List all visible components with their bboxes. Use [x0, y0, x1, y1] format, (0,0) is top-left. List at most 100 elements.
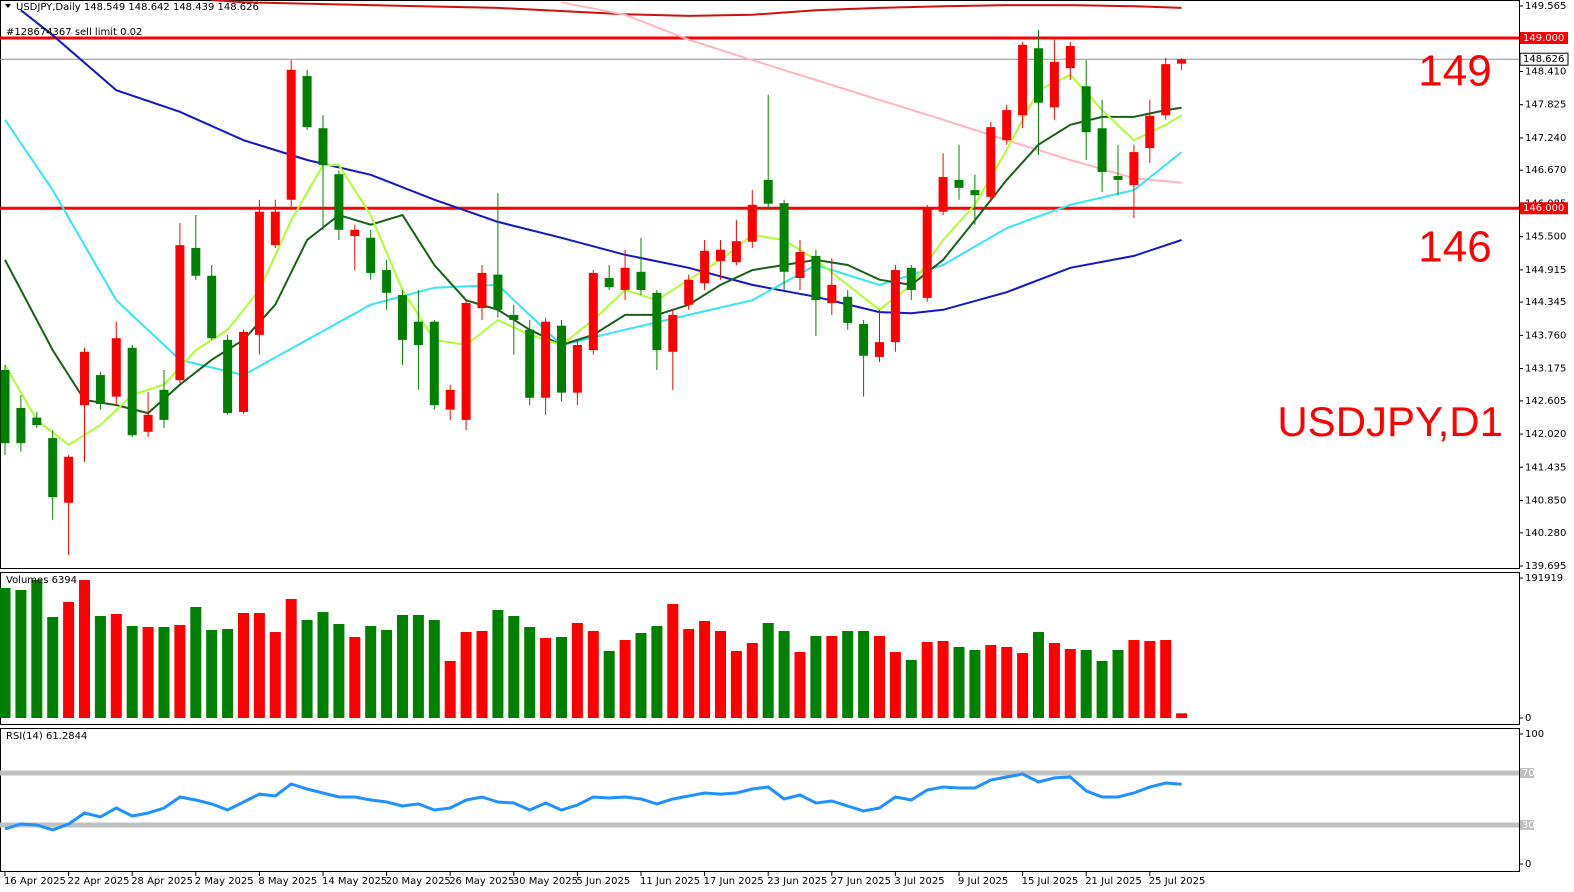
candle-body [1018, 44, 1028, 116]
x-tick-label: 8 May 2025 [258, 876, 317, 887]
candle-body [795, 251, 805, 279]
candle-body [254, 211, 264, 335]
candle-body [1049, 61, 1059, 108]
candle-body [763, 179, 773, 204]
volume-bar [0, 587, 11, 718]
main-panel [0, 0, 1520, 569]
candle-body [445, 389, 455, 410]
volume-bar [667, 603, 679, 718]
volume-bar [540, 637, 552, 718]
volume-bar [715, 630, 726, 718]
candle-body [906, 267, 916, 290]
candle-body [859, 324, 869, 356]
volume-bar [460, 631, 472, 718]
volume-bar [1033, 631, 1044, 718]
candle-body [1145, 115, 1155, 149]
moving-average [561, 1, 1182, 184]
volume-bar [1001, 646, 1013, 718]
annotation: 146 [1418, 223, 1491, 272]
candle-body [1161, 64, 1171, 116]
volume-bar [174, 624, 186, 718]
y-tick-label: 140.850 [1525, 495, 1566, 506]
level-label-box [1520, 202, 1568, 215]
y-tick-label: 147.240 [1525, 133, 1566, 144]
level-label-box [1520, 32, 1568, 45]
volume-bar [94, 615, 106, 718]
y-tick-label: 141.435 [1525, 462, 1566, 473]
volume-bar [47, 616, 59, 718]
volume-bar [190, 606, 202, 718]
candle-body [207, 275, 217, 339]
volume-bar [317, 611, 329, 718]
menu-icon[interactable] [5, 4, 11, 8]
candle-body [0, 369, 10, 444]
volume-bar [285, 598, 297, 718]
candle-body [1081, 86, 1091, 133]
volume-bar [222, 628, 234, 718]
x-tick-label: 28 Apr 2025 [131, 876, 193, 887]
volume-bar [969, 649, 981, 718]
candle-body [239, 331, 248, 412]
rsi-panel [0, 728, 1520, 872]
bid-label: 148.626 [1523, 54, 1564, 65]
candle-body [382, 270, 392, 293]
volume-bar [428, 619, 440, 718]
candle-body [80, 351, 89, 406]
candle-body [843, 296, 853, 323]
candle-body [636, 271, 646, 290]
y-tick-label: 143.175 [1525, 364, 1566, 375]
candle-body [111, 338, 121, 397]
volume-bar [651, 625, 663, 718]
candle-body [652, 292, 662, 351]
volume-bar [746, 642, 758, 718]
candle-body [604, 278, 614, 288]
volume-bar [905, 659, 917, 718]
candle-body [1034, 48, 1043, 103]
volume-bar [1048, 642, 1060, 718]
candle-body [461, 303, 471, 420]
y-tick-label: 145.500 [1525, 232, 1566, 243]
y-tick-label: 149.565 [1525, 1, 1566, 12]
candle-body [270, 211, 280, 246]
candle-body [127, 347, 137, 436]
volume-bar [158, 626, 170, 718]
candle-body [429, 321, 439, 406]
annotation: USDJPY,D1 [1277, 398, 1503, 445]
candle-body [970, 190, 980, 196]
candle-body [302, 76, 312, 128]
volume-bar [556, 636, 567, 718]
candle-body [477, 272, 487, 309]
candle-body [541, 321, 551, 398]
y-tick-label: 0 [1525, 713, 1531, 724]
candle-body [747, 204, 757, 242]
y-tick-label: 147.825 [1525, 100, 1566, 111]
candle-body [191, 247, 201, 276]
candle-body [668, 314, 678, 352]
x-tick-label: 16 Apr 2025 [4, 876, 66, 887]
candle-body [1113, 175, 1123, 180]
volume-bar [1176, 713, 1188, 718]
y-tick-label: 146.670 [1525, 165, 1566, 176]
x-tick-label: 30 May 2025 [513, 876, 578, 887]
volume-bar [63, 601, 75, 718]
annotation: 149 [1418, 47, 1491, 96]
candle-body [493, 274, 503, 310]
x-tick-label: 27 Jun 2025 [831, 876, 891, 887]
volume-bar [921, 641, 933, 718]
volume-bar [683, 628, 695, 718]
candle-body [938, 177, 948, 212]
x-tick-label: 2 May 2025 [195, 876, 254, 887]
volume-bar [238, 612, 249, 718]
volume-bar [1080, 649, 1092, 718]
candle-body [175, 245, 185, 381]
volume-bar [1112, 649, 1124, 718]
volume-bar [79, 579, 90, 718]
level-label: 149.000 [1523, 33, 1564, 44]
volume-bar [826, 635, 838, 718]
volume-bar [1144, 640, 1156, 718]
volume-bar [730, 650, 742, 718]
x-tick-label: 20 May 2025 [386, 876, 451, 887]
volume-bar [699, 620, 711, 718]
candle-body [557, 325, 566, 393]
